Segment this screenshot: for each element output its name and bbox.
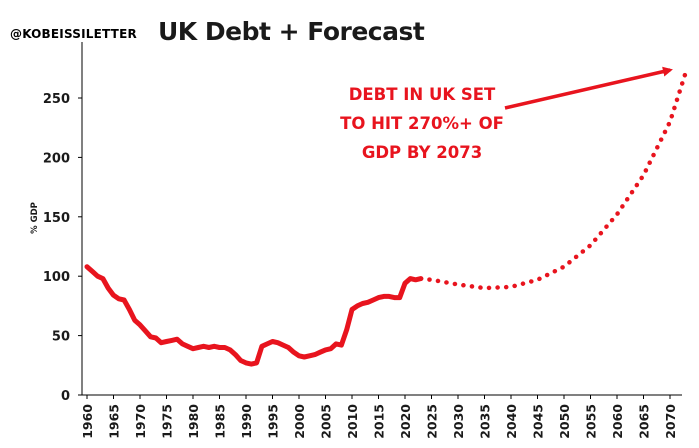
x-tick-label: 1965 — [107, 404, 122, 439]
x-tick-label: 2025 — [425, 404, 440, 439]
x-tick-label: 2000 — [292, 404, 307, 439]
author-handle: @KOBEISSILETTER — [10, 27, 137, 41]
forecast-annotation: DEBT IN UK SET TO HIT 270%+ OF GDP BY 20… — [322, 80, 522, 167]
y-tick-label: 150 — [43, 211, 70, 226]
x-tick-label: 2055 — [584, 404, 599, 439]
x-tick-label: 2065 — [637, 404, 652, 439]
x-tick-label: 1970 — [133, 404, 148, 439]
x-tick-label: 1975 — [160, 404, 175, 439]
x-tick-label: 1995 — [266, 404, 281, 439]
x-tick-label: 2015 — [372, 404, 387, 439]
annotation-line-3: GDP BY 2073 — [361, 143, 483, 162]
y-tick-label: 100 — [43, 270, 70, 285]
x-tick-label: 2050 — [557, 404, 572, 439]
x-tick-label: 1985 — [213, 404, 228, 439]
x-tick-label: 1990 — [239, 404, 254, 439]
x-tick-label: 2030 — [451, 404, 466, 439]
x-tick-label: 2045 — [531, 404, 546, 439]
x-tick-label: 2040 — [504, 404, 519, 439]
annotation-line-1: DEBT IN UK SET — [348, 85, 496, 104]
x-tick-label: 2005 — [319, 404, 334, 439]
y-tick-label: 50 — [52, 330, 70, 345]
annotation-arrow — [504, 66, 673, 110]
series-line-historical — [84, 264, 424, 367]
x-tick-label: 2070 — [663, 404, 678, 439]
annotation-line-2: TO HIT 270%+ OF — [340, 114, 504, 133]
chart-title: UK Debt + Forecast — [158, 17, 425, 46]
y-axis-label: % GDP — [30, 202, 40, 234]
x-tick-label: 1980 — [186, 404, 201, 439]
y-tick-label: 200 — [43, 151, 70, 166]
x-tick-label: 2060 — [610, 404, 625, 439]
y-tick-label: 250 — [43, 92, 70, 107]
y-tick-label: 0 — [61, 389, 70, 404]
x-tick-label: 1960 — [80, 404, 95, 439]
x-tick-label: 2020 — [398, 404, 413, 439]
x-tick-label: 2035 — [478, 404, 493, 439]
series-line-forecast — [418, 69, 689, 291]
x-tick-label: 2010 — [345, 404, 360, 439]
